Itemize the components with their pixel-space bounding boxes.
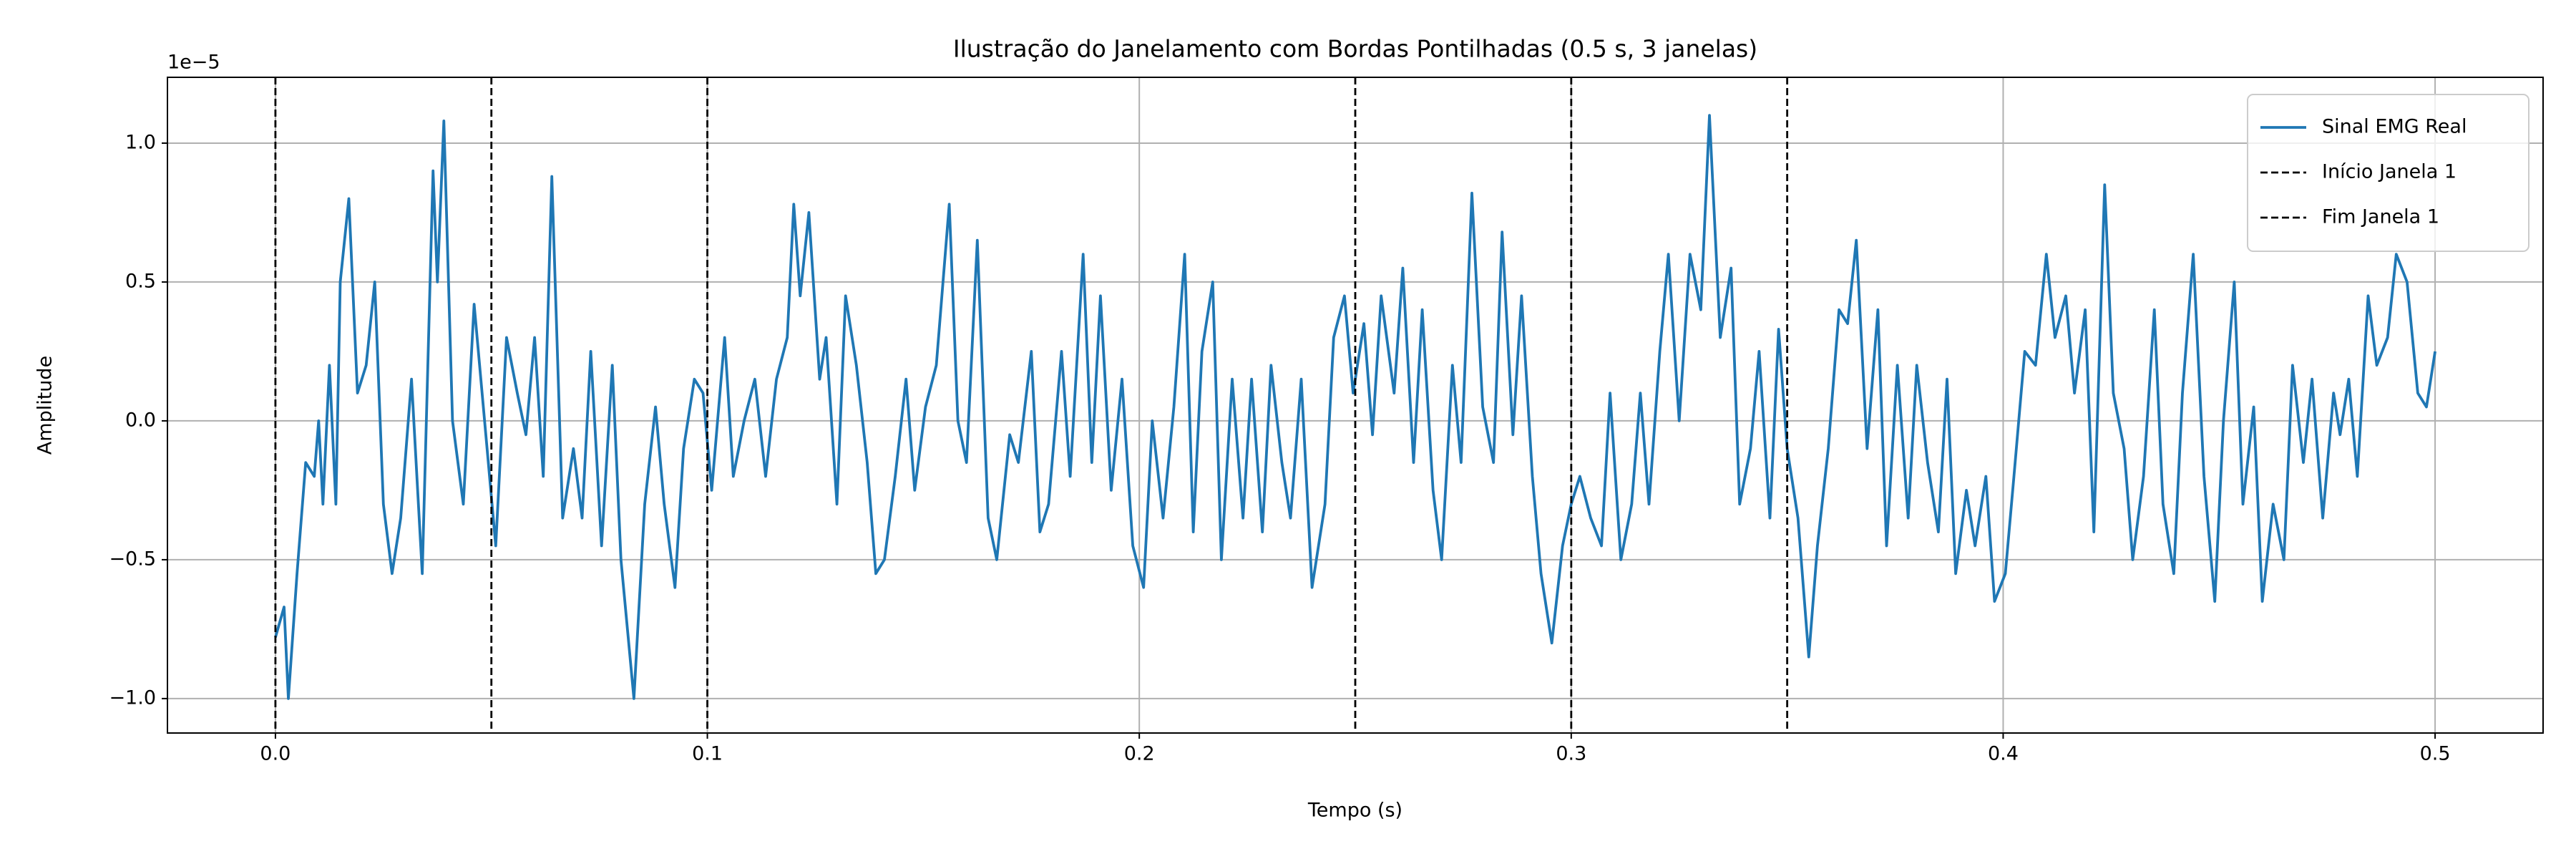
y-tick-label: 1.0 xyxy=(125,131,156,153)
x-tick-label: 0.0 xyxy=(260,743,291,765)
y-tick-label: −0.5 xyxy=(109,548,156,570)
x-tick-label: 0.3 xyxy=(1556,743,1586,765)
x-tick-label: 0.5 xyxy=(2420,743,2451,765)
y-tick-label: −1.0 xyxy=(109,686,156,709)
legend-label: Sinal EMG Real xyxy=(2322,116,2467,138)
chart-title: Ilustração do Janelamento com Bordas Pon… xyxy=(953,35,1757,63)
y-offset-text: 1e−5 xyxy=(167,52,220,74)
legend-box xyxy=(2247,94,2529,252)
x-tick-label: 0.1 xyxy=(692,743,723,765)
y-axis-label: Amplitude xyxy=(34,356,57,455)
x-tick-label: 0.2 xyxy=(1124,743,1155,765)
legend-label: Fim Janela 1 xyxy=(2322,206,2439,228)
legend-label: Início Janela 1 xyxy=(2322,161,2457,183)
y-tick-label: 0.5 xyxy=(125,270,156,292)
x-axis-label: Tempo (s) xyxy=(1307,800,1402,822)
plot-frame xyxy=(167,77,2544,734)
y-tick-label: 0.0 xyxy=(125,409,156,431)
x-tick-label: 0.4 xyxy=(1988,743,2019,765)
signal-line xyxy=(274,114,2436,700)
